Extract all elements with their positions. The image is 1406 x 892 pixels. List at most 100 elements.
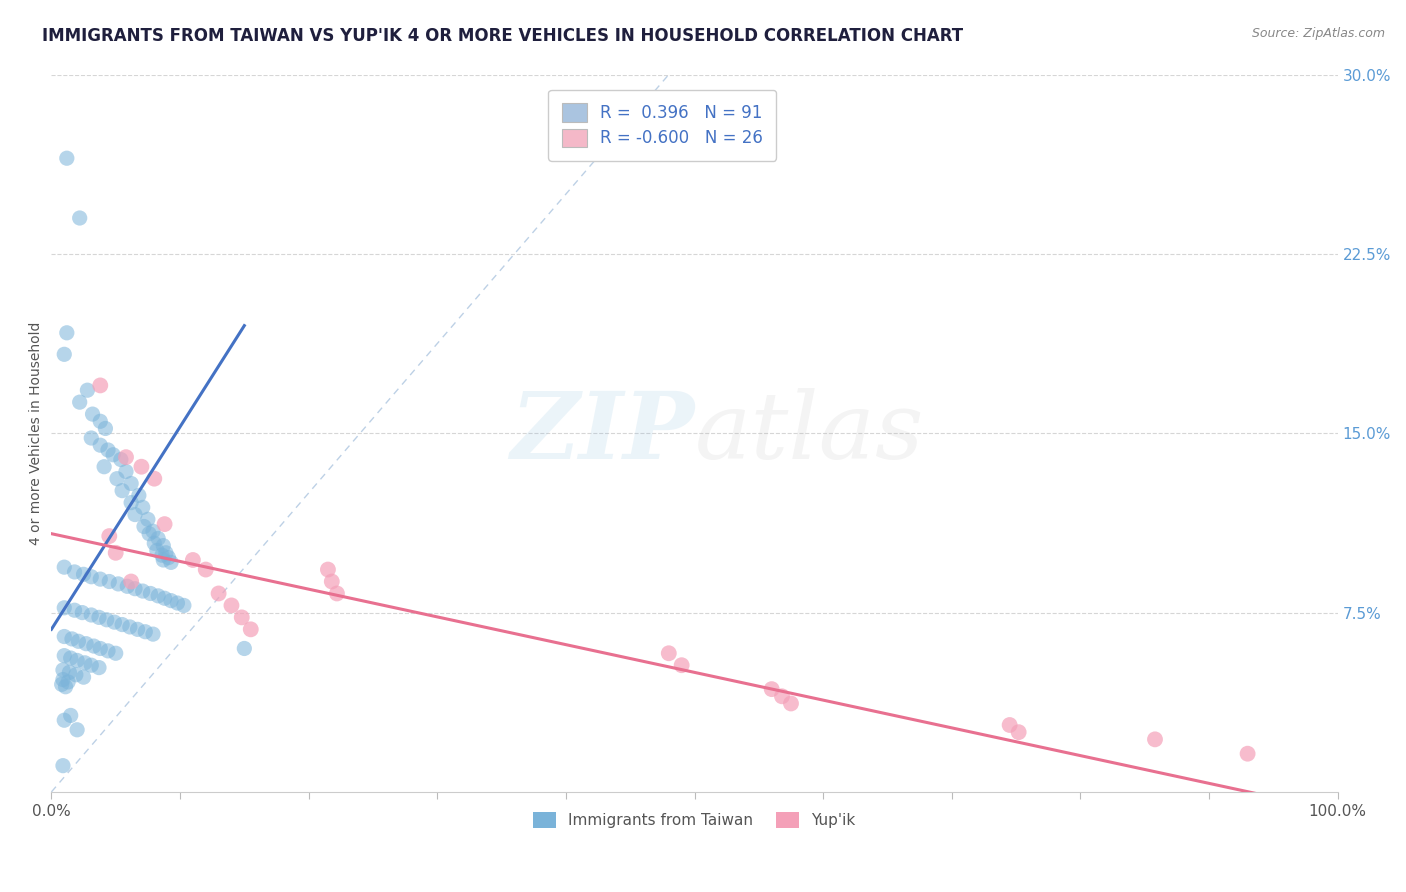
Point [80,607,103,622]
Point [97,644,120,658]
Point [107,577,129,591]
Point [150,548,173,562]
Point [73,656,96,670]
Point [142,627,165,641]
Text: Source: ZipAtlas.com: Source: ZipAtlas.com [1251,27,1385,40]
Text: atlas: atlas [695,388,924,478]
Point [1008,725,1031,739]
Point [66,723,89,737]
Point [166,596,188,610]
Point [89,414,111,428]
Point [153,591,176,606]
Point [72,567,94,582]
Point [103,615,125,629]
Point [89,438,111,452]
Point [207,586,229,600]
Point [181,553,204,567]
Point [124,508,146,522]
Point [63,603,86,617]
Point [136,512,159,526]
Point [111,483,134,498]
Point [72,670,94,684]
Point [67,634,90,648]
Point [83,639,105,653]
Point [53,347,76,361]
Point [89,378,111,392]
Point [160,555,183,569]
Point [221,599,243,613]
Point [56,675,79,690]
Point [60,632,83,646]
Point [120,574,142,589]
Point [56,151,79,165]
Point [120,495,142,509]
Point [89,572,111,586]
Point [194,563,217,577]
Point [117,579,139,593]
Point [89,641,111,656]
Point [131,459,153,474]
Point [53,713,76,727]
Point [998,718,1021,732]
Point [53,630,76,644]
Point [52,758,75,772]
Point [761,682,783,697]
Point [59,651,82,665]
Point [231,610,253,624]
Point [111,617,134,632]
Point [1236,747,1258,761]
Point [132,500,155,515]
Point [143,472,166,486]
Point [76,383,98,397]
Point [146,543,169,558]
Point [93,459,115,474]
Point [115,450,138,465]
Point [326,586,349,600]
Point [53,648,76,663]
Point [96,613,118,627]
Point [65,667,87,681]
Point [321,574,343,589]
Point [87,660,110,674]
Point [53,560,76,574]
Point [160,593,183,607]
Point [146,589,169,603]
Point [69,395,91,409]
Point [52,663,75,677]
Point [87,610,110,624]
Point [127,623,149,637]
Point [671,658,693,673]
Point [780,697,803,711]
Point [120,476,142,491]
Legend: Immigrants from Taiwan, Yup'ik: Immigrants from Taiwan, Yup'ik [527,805,862,835]
Point [97,442,120,457]
Point [132,519,155,533]
Point [146,532,169,546]
Point [80,658,103,673]
Point [51,677,73,691]
Y-axis label: 4 or more Vehicles in Household: 4 or more Vehicles in Household [30,321,44,545]
Point [110,452,132,467]
Point [118,620,141,634]
Point [152,553,174,567]
Point [770,690,793,704]
Text: ZIP: ZIP [510,388,695,478]
Point [80,431,103,445]
Point [134,624,156,639]
Point [233,641,256,656]
Text: IMMIGRANTS FROM TAIWAN VS YUP'IK 4 OR MORE VEHICLES IN HOUSEHOLD CORRELATION CHA: IMMIGRANTS FROM TAIWAN VS YUP'IK 4 OR MO… [42,27,963,45]
Point [69,211,91,225]
Point [82,407,104,421]
Point [138,526,160,541]
Point [128,488,150,502]
Point [80,570,103,584]
Point [152,539,174,553]
Point [75,637,97,651]
Point [63,565,86,579]
Point [94,421,117,435]
Point [104,546,127,560]
Point [153,517,176,532]
Point [1143,732,1166,747]
Point [155,546,177,560]
Point [66,653,89,667]
